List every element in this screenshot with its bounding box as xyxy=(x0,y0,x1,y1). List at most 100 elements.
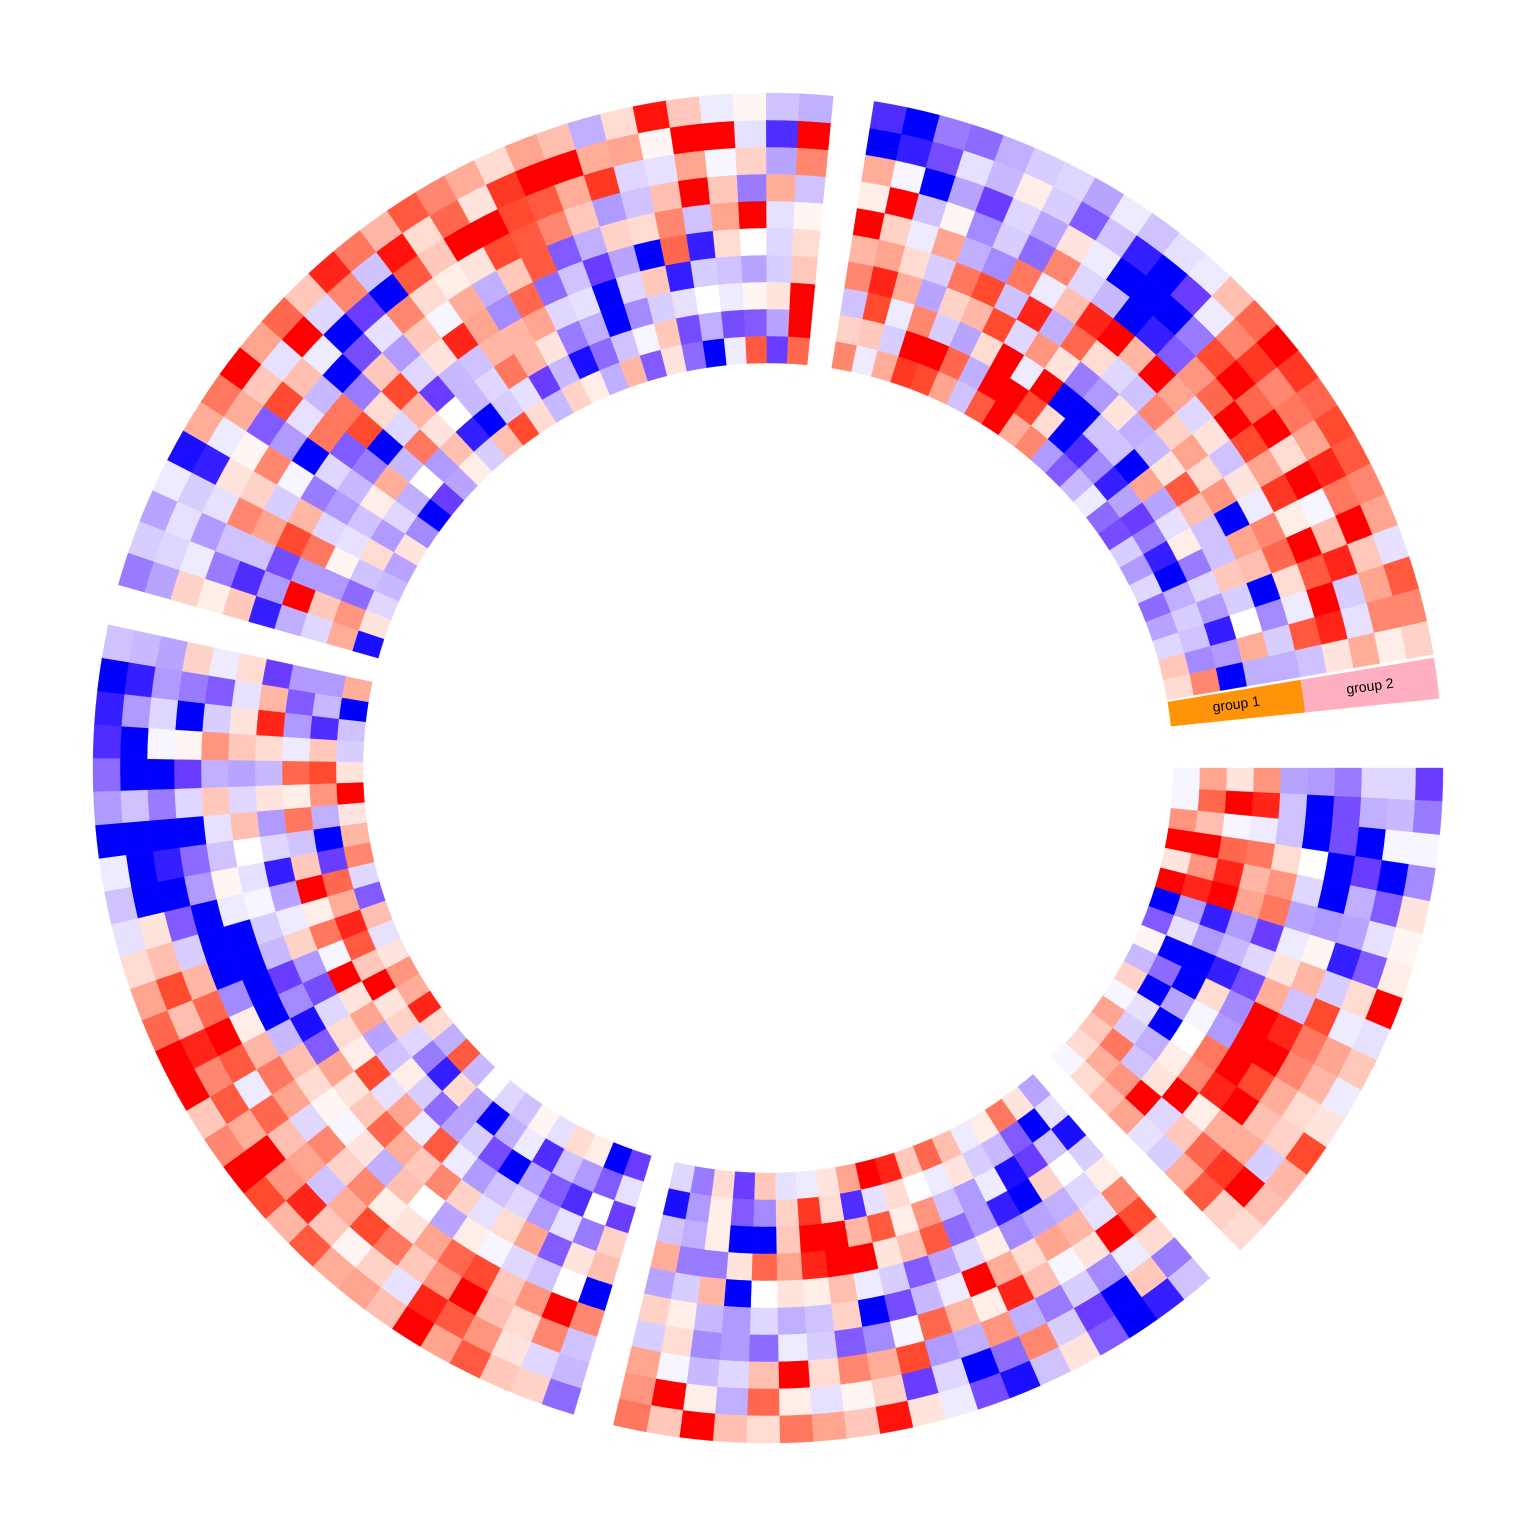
heatmap-cell xyxy=(793,201,824,231)
heatmap-cell xyxy=(1388,767,1417,801)
heatmap-cell xyxy=(679,1410,716,1441)
heatmap-cell xyxy=(284,688,316,716)
heatmap-cell xyxy=(682,203,714,235)
heatmap-cell xyxy=(840,1380,876,1412)
heatmap-cell xyxy=(778,1360,810,1390)
heatmap-cell xyxy=(201,703,232,734)
heatmap-cell xyxy=(150,666,183,701)
heatmap-cell xyxy=(709,201,740,232)
heatmap-cell xyxy=(335,761,364,784)
heatmap-cell xyxy=(1301,821,1333,853)
heatmap-cell xyxy=(1268,650,1301,682)
heatmap-cell xyxy=(101,624,135,663)
heatmap-cell xyxy=(92,724,122,759)
heatmap-cell xyxy=(1199,767,1228,792)
heatmap-cell xyxy=(837,1353,872,1385)
heatmap-cell xyxy=(686,1356,720,1388)
heatmap-cell xyxy=(1280,767,1309,796)
heatmap-cell xyxy=(715,255,743,285)
heatmap-cell xyxy=(766,227,794,256)
heatmap-cell xyxy=(282,712,313,739)
heatmap-cells xyxy=(92,92,1444,1444)
sector-4 xyxy=(118,92,834,659)
heatmap-cell xyxy=(748,1334,779,1363)
heatmap-cell xyxy=(766,308,790,337)
heatmap-cell xyxy=(732,92,767,122)
heatmap-cell xyxy=(745,335,768,364)
heatmap-cell xyxy=(752,1226,777,1255)
heatmap-cell xyxy=(1221,813,1252,841)
heatmap-cell xyxy=(833,1326,867,1359)
heatmap-cell xyxy=(690,257,719,288)
heatmap-cell xyxy=(752,1199,777,1228)
heatmap-cell xyxy=(735,146,767,176)
heatmap-cell xyxy=(786,336,810,366)
heatmap-cell xyxy=(665,1298,698,1331)
heatmap-cell xyxy=(727,1225,754,1254)
heatmap-cell xyxy=(173,758,202,789)
heatmap-cell xyxy=(177,670,209,704)
sector-1 xyxy=(1051,767,1444,1251)
heatmap-cell xyxy=(852,207,886,240)
heatmap-cell xyxy=(809,1384,844,1415)
column-group-annotation: group 1 group 2 xyxy=(1167,657,1440,727)
heatmap-cell xyxy=(648,180,683,213)
heatmap-cell xyxy=(689,1329,722,1361)
heatmap-cell xyxy=(174,787,204,819)
heatmap-cell xyxy=(700,1249,729,1280)
heatmap-cell xyxy=(146,727,176,760)
heatmap-cell xyxy=(776,1252,803,1282)
heatmap-cell xyxy=(1402,864,1436,902)
heatmap-cell xyxy=(173,729,203,760)
heatmap-cell xyxy=(730,1198,755,1227)
heatmap-cell xyxy=(665,260,695,293)
heatmap-cell xyxy=(791,228,821,258)
heatmap-cell xyxy=(721,1305,751,1335)
heatmap-cell xyxy=(337,802,367,827)
heatmap-cell xyxy=(696,1276,727,1307)
heatmap-cell xyxy=(742,281,767,310)
heatmap-cell xyxy=(766,92,801,121)
heatmap-cell xyxy=(310,804,341,830)
heatmap-cell xyxy=(1226,767,1255,793)
heatmap-cell xyxy=(711,1169,736,1199)
heatmap-cell xyxy=(121,693,152,729)
heatmap-cell xyxy=(790,255,818,285)
heatmap-cell xyxy=(259,832,291,863)
heatmap-cell xyxy=(654,207,687,240)
heatmap-cell xyxy=(281,760,310,786)
heatmap-cell xyxy=(146,758,175,790)
heatmap-cell xyxy=(1376,860,1410,897)
heatmap-cell xyxy=(830,1300,863,1332)
heatmap-cell xyxy=(753,1172,776,1201)
sector-2 xyxy=(613,1073,1211,1444)
heatmap-cell xyxy=(314,670,347,698)
heatmap-cell xyxy=(152,847,185,882)
heatmap-cell xyxy=(309,715,340,741)
heatmap-cell xyxy=(857,1295,890,1328)
heatmap-cell xyxy=(1381,829,1414,865)
heatmap-cell xyxy=(704,147,738,178)
group-2-band xyxy=(1300,657,1440,713)
heatmap-cell xyxy=(698,311,725,342)
heatmap-cell xyxy=(1355,826,1387,861)
heatmap-cell xyxy=(228,706,259,736)
heatmap-cell xyxy=(309,782,338,808)
heatmap-cell xyxy=(766,119,799,148)
heatmap-cell xyxy=(1248,816,1279,845)
heatmap-cell xyxy=(743,308,768,337)
heatmap-cell xyxy=(665,96,703,128)
heatmap-cell xyxy=(766,146,798,175)
heatmap-cell xyxy=(1321,638,1354,673)
heatmap-cell xyxy=(707,1196,733,1226)
heatmap-cell xyxy=(1307,767,1336,797)
heatmap-cell xyxy=(766,281,792,310)
heatmap-cell xyxy=(776,1279,805,1309)
heatmap-cell xyxy=(779,1414,814,1444)
heatmap-cell xyxy=(789,282,816,312)
heatmap-cell xyxy=(1323,852,1356,886)
heatmap-cell xyxy=(818,1193,845,1225)
heatmap-cell xyxy=(1408,832,1440,869)
heatmap-cell xyxy=(650,1240,681,1273)
